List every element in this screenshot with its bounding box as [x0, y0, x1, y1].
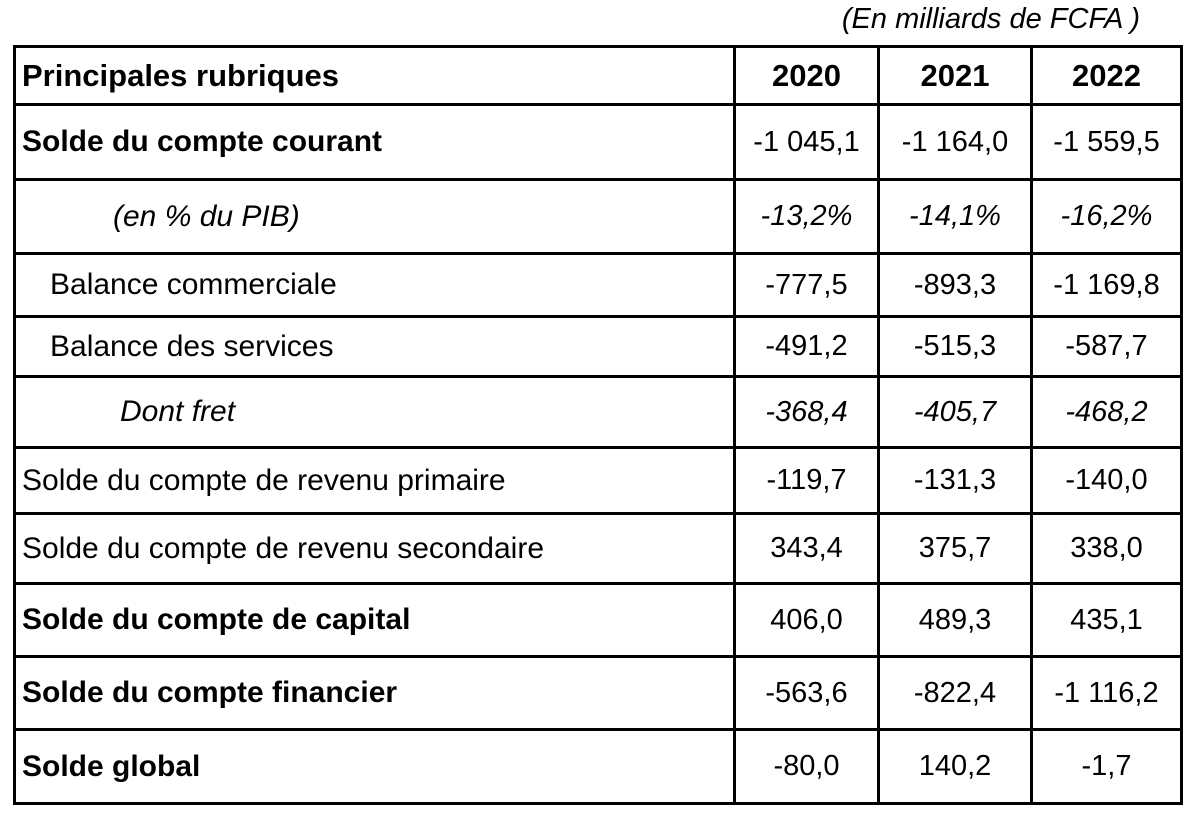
- row-value-2021: -14,1%: [877, 178, 1033, 255]
- row-value-2021: -515,3: [877, 315, 1033, 378]
- row-value-2020: 406,0: [733, 582, 880, 658]
- row-label: Solde du compte de revenu primaire: [13, 446, 736, 515]
- row-value-2022: -1 116,2: [1030, 655, 1183, 731]
- row-value-2022: 435,1: [1030, 582, 1183, 658]
- row-value-2022: 338,0: [1030, 512, 1183, 585]
- column-header-2022: 2022: [1030, 45, 1183, 106]
- row-value-2022: -16,2%: [1030, 178, 1183, 255]
- row-label: (en % du PIB): [13, 178, 736, 255]
- row-label: Solde du compte courant: [13, 103, 736, 181]
- row-label: Dont fret: [13, 375, 736, 449]
- row-value-2021: -822,4: [877, 655, 1033, 731]
- row-value-2022: -140,0: [1030, 446, 1183, 515]
- row-value-2022: -468,2: [1030, 375, 1183, 449]
- row-value-2021: -131,3: [877, 446, 1033, 515]
- row-value-2022: -587,7: [1030, 315, 1183, 378]
- row-label: Solde global: [13, 728, 736, 805]
- row-value-2020: 343,4: [733, 512, 880, 585]
- row-value-2022: -1 169,8: [1030, 252, 1183, 318]
- row-value-2020: -368,4: [733, 375, 880, 449]
- row-value-2020: -1 045,1: [733, 103, 880, 181]
- row-value-2021: 140,2: [877, 728, 1033, 805]
- balance-of-payments-table: Principales rubriques 2020 2021 2022 Sol…: [13, 45, 1183, 805]
- table-row-revenu-secondaire: Solde du compte de revenu secondaire 343…: [13, 512, 1183, 585]
- row-label: Balance des services: [13, 315, 736, 378]
- column-header-2020: 2020: [733, 45, 880, 106]
- table-row-solde-compte-courant: Solde du compte courant -1 045,1 -1 164,…: [13, 103, 1183, 181]
- row-value-2021: -893,3: [877, 252, 1033, 318]
- row-value-2020: -13,2%: [733, 178, 880, 255]
- row-value-2022: -1,7: [1030, 728, 1183, 805]
- table-row-balance-commerciale: Balance commerciale -777,5 -893,3 -1 169…: [13, 252, 1183, 318]
- row-value-2020: -80,0: [733, 728, 880, 805]
- table-row-pct-pib: (en % du PIB) -13,2% -14,1% -16,2%: [13, 178, 1183, 255]
- row-label: Solde du compte de revenu secondaire: [13, 512, 736, 585]
- table-row-dont-fret: Dont fret -368,4 -405,7 -468,2: [13, 375, 1183, 449]
- table-row-revenu-primaire: Solde du compte de revenu primaire -119,…: [13, 446, 1183, 515]
- row-value-2020: -777,5: [733, 252, 880, 318]
- table-row-balance-services: Balance des services -491,2 -515,3 -587,…: [13, 315, 1183, 378]
- column-header-rubriques: Principales rubriques: [13, 45, 736, 106]
- row-value-2022: -1 559,5: [1030, 103, 1183, 181]
- table-row-compte-financier: Solde du compte financier -563,6 -822,4 …: [13, 655, 1183, 731]
- row-value-2021: -405,7: [877, 375, 1033, 449]
- table-caption: (En milliards de FCFA ): [841, 3, 1140, 35]
- row-value-2020: -119,7: [733, 446, 880, 515]
- column-header-2021: 2021: [877, 45, 1033, 106]
- row-value-2021: 375,7: [877, 512, 1033, 585]
- row-value-2021: 489,3: [877, 582, 1033, 658]
- row-label: Balance commerciale: [13, 252, 736, 318]
- row-label: Solde du compte financier: [13, 655, 736, 731]
- table-row-solde-global: Solde global -80,0 140,2 -1,7: [13, 728, 1183, 805]
- row-value-2020: -491,2: [733, 315, 880, 378]
- table-row-compte-capital: Solde du compte de capital 406,0 489,3 4…: [13, 582, 1183, 658]
- row-label: Solde du compte de capital: [13, 582, 736, 658]
- row-value-2021: -1 164,0: [877, 103, 1033, 181]
- row-value-2020: -563,6: [733, 655, 880, 731]
- header-row: Principales rubriques 2020 2021 2022: [13, 45, 1183, 106]
